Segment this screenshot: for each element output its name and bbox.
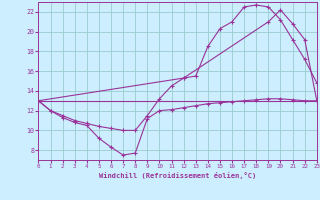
X-axis label: Windchill (Refroidissement éolien,°C): Windchill (Refroidissement éolien,°C) — [99, 172, 256, 179]
